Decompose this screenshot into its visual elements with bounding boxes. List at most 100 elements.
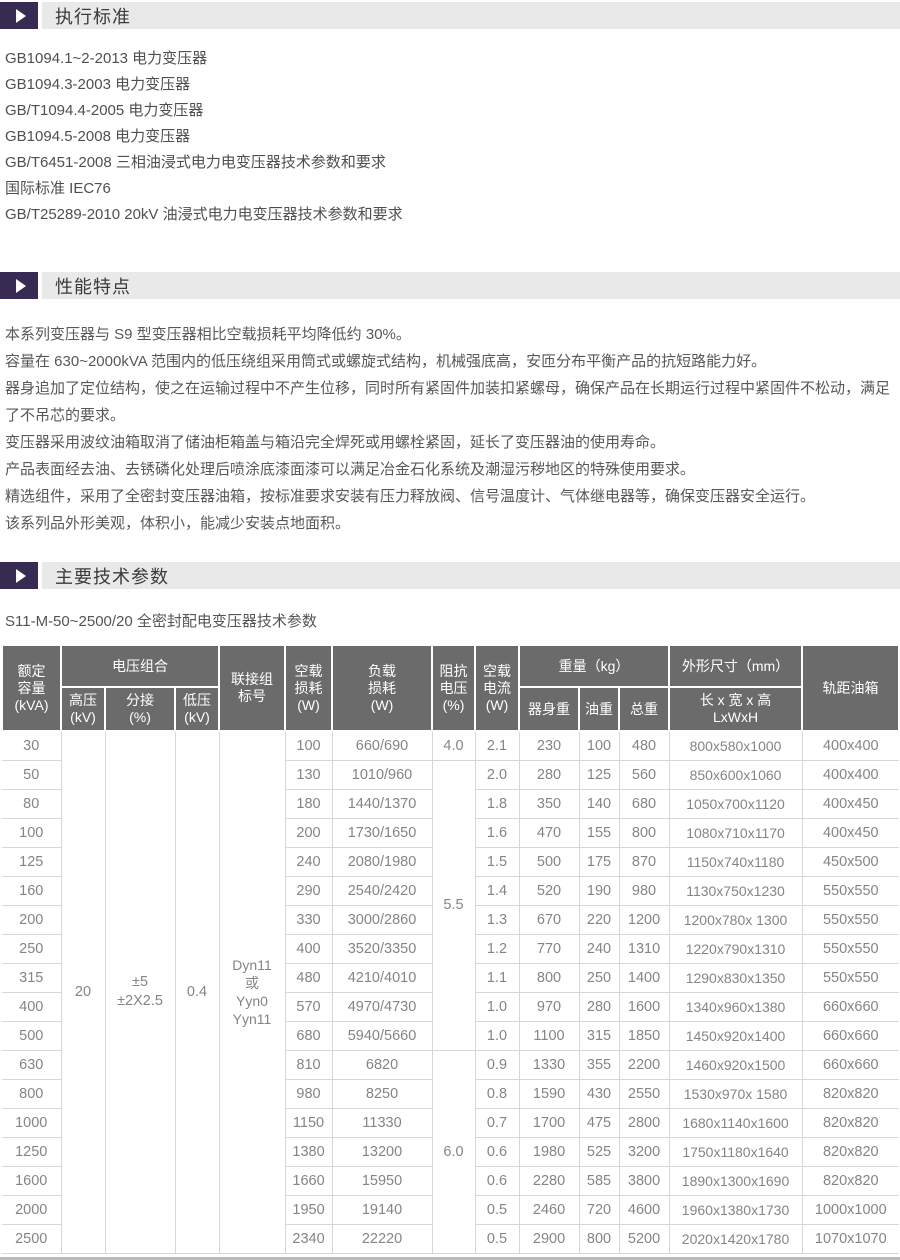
section-title: 执行标准 — [55, 6, 131, 27]
cell-no-load-loss: 130 — [284, 759, 333, 790]
cell-body-weight: 2280 — [518, 1165, 580, 1196]
cell-load-loss: 6820 — [331, 1049, 433, 1080]
cell-dimensions: 1080x710x1170 — [668, 817, 803, 848]
section-title-bar: 主要技术参数 — [42, 562, 900, 589]
cell-no-load-current: 0.9 — [474, 1049, 520, 1080]
cell-load-loss: 11330 — [331, 1107, 433, 1138]
feature-paragraph: 容量在 630~2000kVA 范围内的低压绕组采用筒式或螺旋式结构，机械强底高… — [5, 353, 767, 370]
header-rated-capacity: 额定 容量 (kVA) — [1, 644, 62, 732]
cell-oil-weight: 280 — [578, 991, 620, 1022]
cell-track-oil-tank: 550x550 — [801, 904, 900, 935]
cell-oil-weight: 585 — [578, 1165, 620, 1196]
section-title-bar: 执行标准 — [42, 2, 900, 29]
cell-rated-capacity: 80 — [2, 788, 62, 819]
cell-no-load-loss: 1380 — [284, 1136, 333, 1167]
cell-vector-group: Dyn11 或 Yyn0 Yyn11 — [218, 730, 286, 1254]
section-header-parameters: 主要技术参数 — [0, 562, 900, 589]
cell-oil-weight: 720 — [578, 1194, 620, 1225]
table-row: 315 480 4210/4010 1.1 800 250 1400 1290x830x135… — [2, 962, 900, 993]
table-row: 400 570 4970/4730 1.0 970 280 1600 1340x960x138… — [2, 991, 900, 1022]
cell-rated-capacity: 2500 — [2, 1223, 62, 1254]
cell-body-weight: 970 — [518, 991, 580, 1022]
cell-no-load-loss: 680 — [284, 1020, 333, 1051]
standard-item: GB1094.5-2008 电力变压器 — [5, 128, 191, 145]
cell-track-oil-tank: 550x550 — [801, 875, 900, 906]
cell-no-load-loss: 290 — [284, 875, 333, 906]
cell-rated-capacity: 50 — [2, 759, 62, 790]
cell-total-weight: 800 — [618, 817, 670, 848]
cell-total-weight: 980 — [618, 875, 670, 906]
cell-track-oil-tank: 550x550 — [801, 933, 900, 964]
cell-total-weight: 1850 — [618, 1020, 670, 1051]
cell-rated-capacity: 630 — [2, 1049, 62, 1080]
standard-item: GB1094.3-2003 电力变压器 — [5, 76, 191, 93]
table-row: 2000 1950 19140 0.5 2460 720 4600 1960x1380x173… — [2, 1194, 900, 1225]
cell-dimensions: 1130x750x1230 — [668, 875, 803, 906]
cell-load-loss: 13200 — [331, 1136, 433, 1167]
cell-rated-capacity: 315 — [2, 962, 62, 993]
header-dimensions: 外形尺寸（mm） — [668, 644, 804, 688]
cell-track-oil-tank: 400x400 — [801, 759, 900, 790]
cell-rated-capacity: 125 — [2, 846, 62, 877]
arrow-icon — [0, 272, 38, 299]
cell-total-weight: 1400 — [618, 962, 670, 993]
section-title: 主要技术参数 — [55, 566, 169, 587]
standard-item: GB/T1094.4-2005 电力变压器 — [5, 102, 204, 119]
cell-impedance-voltage: 4.0 — [431, 730, 476, 761]
cell-dimensions: 1960x1380x1730 — [668, 1194, 803, 1225]
cell-body-weight: 470 — [518, 817, 580, 848]
cell-body-weight: 670 — [518, 904, 580, 935]
cell-no-load-current: 1.0 — [474, 991, 520, 1022]
cell-dimensions: 1290x830x1350 — [668, 962, 803, 993]
cell-rated-capacity: 1000 — [2, 1107, 62, 1138]
cell-oil-weight: 240 — [578, 933, 620, 964]
cell-dimensions: 1340x960x1380 — [668, 991, 803, 1022]
cell-rated-capacity: 800 — [2, 1078, 62, 1109]
cell-rated-capacity: 100 — [2, 817, 62, 848]
cell-track-oil-tank: 1070x1070 — [801, 1223, 900, 1254]
cell-total-weight: 2200 — [618, 1049, 670, 1080]
cell-total-weight: 560 — [618, 759, 670, 790]
cell-oil-weight: 355 — [578, 1049, 620, 1080]
header-no-load-loss: 空载 损耗 (W) — [284, 644, 334, 732]
cell-track-oil-tank: 1000x1000 — [801, 1194, 900, 1225]
cell-rated-capacity: 400 — [2, 991, 62, 1022]
cell-no-load-current: 1.8 — [474, 788, 520, 819]
table-row: 30 20 ±5 ±2X2.5 0.4 Dyn11 或 Yyn0 Yyn11 100 660… — [2, 730, 900, 1254]
cell-oil-weight: 315 — [578, 1020, 620, 1051]
cell-body-weight: 770 — [518, 933, 580, 964]
feature-paragraph: 该系列品外形美观，体积小，能减少安装点地面积。 — [5, 515, 351, 532]
standard-item: 国际标准 IEC76 — [5, 180, 111, 197]
cell-impedance-voltage: 6.0 — [431, 1049, 476, 1254]
cell-rated-capacity: 30 — [2, 730, 62, 761]
cell-no-load-current: 2.1 — [474, 730, 520, 761]
cell-dimensions: 1150x740x1180 — [668, 846, 803, 877]
table-row: 630 810 6820 6.0 0.9 1330 355 2200 1460x920x1500… — [2, 1049, 900, 1254]
cell-load-loss: 4210/4010 — [331, 962, 433, 993]
cell-load-loss: 3000/2860 — [331, 904, 433, 935]
table-row: 2500 2340 22220 0.5 2900 800 5200 2020x1420x178… — [2, 1223, 900, 1254]
cell-total-weight: 2550 — [618, 1078, 670, 1109]
cell-load-loss: 8250 — [331, 1078, 433, 1109]
cell-no-load-current: 1.2 — [474, 933, 520, 964]
header-weight: 重量（kg） — [518, 644, 671, 688]
cell-no-load-current: 1.0 — [474, 1020, 520, 1051]
cell-no-load-current: 0.7 — [474, 1107, 520, 1138]
page-bottom-edge — [0, 1257, 900, 1260]
cell-load-loss: 2540/2420 — [331, 875, 433, 906]
feature-paragraph: 变压器采用波纹油箱取消了储油柜箱盖与箱沿完全焊死或用螺栓紧固，延长了变压器油的使… — [5, 434, 666, 451]
cell-oil-weight: 430 — [578, 1078, 620, 1109]
table-row: 50 130 1010/960 5.5 2.0 280 125 560 850x600x1060… — [2, 759, 900, 1051]
cell-track-oil-tank: 400x400 — [801, 730, 900, 761]
cell-oil-weight: 140 — [578, 788, 620, 819]
table-row: 250 400 3520/3350 1.2 770 240 1310 1220x790x131… — [2, 933, 900, 964]
standard-item: GB/T25289-2010 20kV 油浸式电力电变压器技术参数和要求 — [5, 206, 403, 223]
cell-load-loss: 22220 — [331, 1223, 433, 1254]
cell-no-load-loss: 1660 — [284, 1165, 333, 1196]
cell-dimensions: 800x580x1000 — [668, 730, 803, 761]
cell-load-loss: 1730/1650 — [331, 817, 433, 848]
cell-track-oil-tank: 820x820 — [801, 1165, 900, 1196]
cell-oil-weight: 525 — [578, 1136, 620, 1167]
cell-body-weight: 2900 — [518, 1223, 580, 1254]
cell-track-oil-tank: 660x660 — [801, 991, 900, 1022]
